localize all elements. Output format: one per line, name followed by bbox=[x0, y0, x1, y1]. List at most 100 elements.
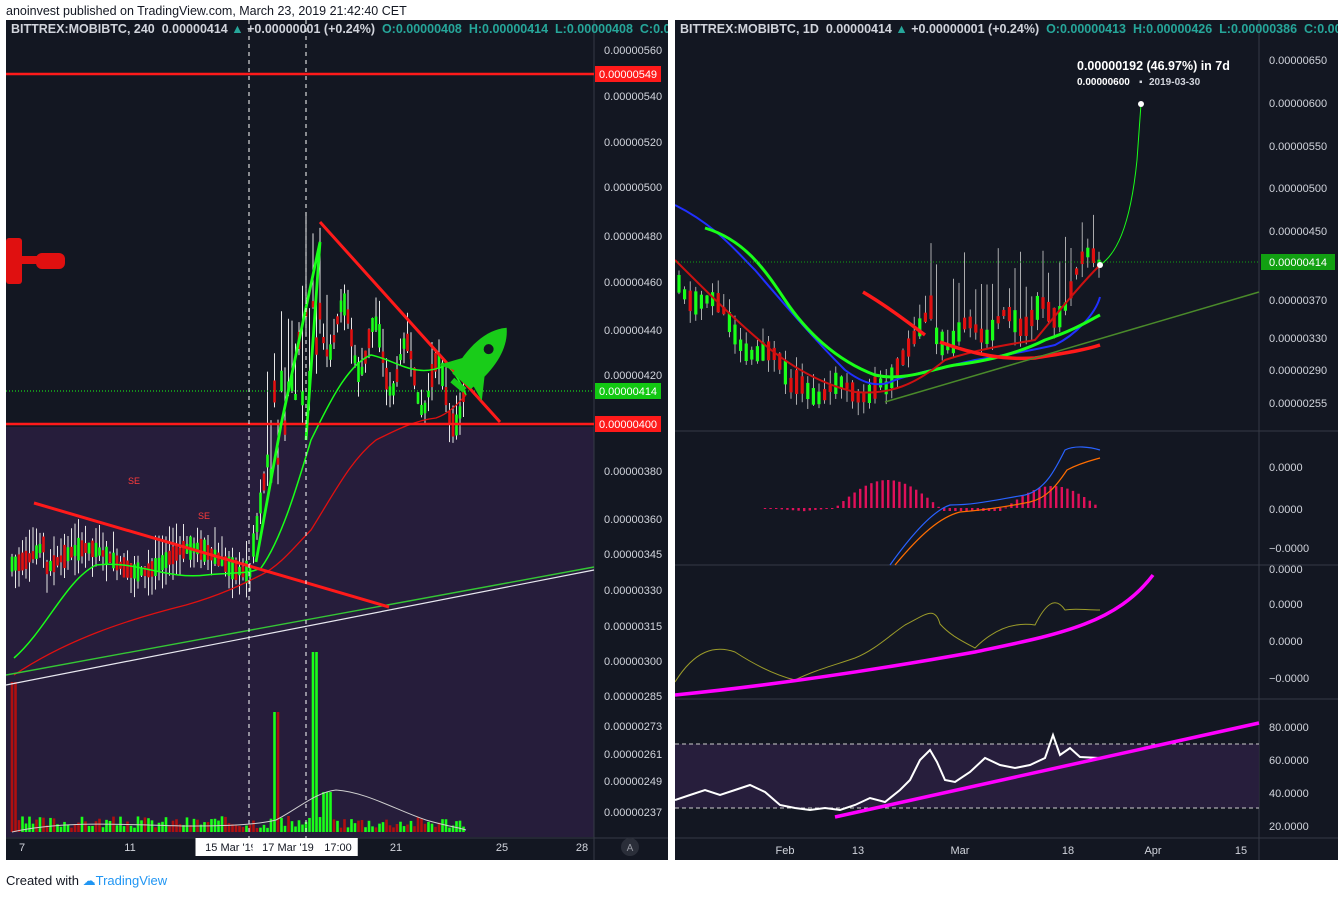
left-volume-bar bbox=[171, 820, 175, 832]
left-volume-bar bbox=[318, 817, 322, 832]
author-link[interactable]: anoinvest bbox=[6, 4, 60, 18]
rsi-tick: 20.0000 bbox=[1269, 821, 1309, 833]
left-volume-bar bbox=[10, 682, 14, 832]
left-volume-bar bbox=[308, 817, 311, 832]
left-candle-body bbox=[231, 557, 234, 580]
left-candle-body bbox=[241, 566, 245, 578]
left-volume-bar bbox=[276, 712, 280, 832]
right-candle-body bbox=[1024, 316, 1028, 336]
left-chart-panel[interactable]: SE SE 0.00000560 0.00000540 0.00000520 0.00… bbox=[6, 20, 668, 860]
left-candle-body bbox=[129, 563, 133, 578]
right-candle-body bbox=[1013, 310, 1017, 333]
left-candle-body bbox=[168, 550, 171, 565]
macd-histogram-bar bbox=[1032, 490, 1035, 508]
right-candle-body bbox=[677, 274, 681, 293]
left-support-line-white bbox=[6, 569, 595, 686]
right-ma-green bbox=[704, 226, 1101, 379]
svg-text:A[interactable]: A bbox=[627, 843, 634, 854]
left-chart-canvas[interactable]: SE SE 0.00000560 0.00000540 0.00000520 0.00… bbox=[6, 20, 668, 860]
right-ma-blue bbox=[675, 204, 1101, 386]
left-candle-body bbox=[353, 355, 357, 364]
macd-histogram-bar bbox=[909, 486, 912, 508]
left-volume-bar bbox=[24, 823, 28, 832]
left-candle-body bbox=[77, 537, 80, 561]
left-candle-body bbox=[427, 390, 430, 398]
right-price-tick: 0.00000600 bbox=[1269, 98, 1327, 110]
left-candle-body bbox=[406, 333, 409, 352]
left-candle-body bbox=[234, 559, 238, 581]
sell-marker: SE bbox=[198, 511, 210, 521]
macd-histogram-bar bbox=[836, 505, 839, 508]
left-volume-bar bbox=[434, 826, 437, 832]
left-price-tick: 0.00000345 bbox=[604, 549, 662, 561]
macd-histogram-bar bbox=[898, 481, 901, 508]
left-price-tick: 0.00000460 bbox=[604, 277, 662, 289]
left-candle-body bbox=[21, 552, 24, 571]
macd-histogram-bar bbox=[1077, 493, 1080, 508]
rsi-tick: 40.0000 bbox=[1269, 788, 1309, 800]
macd-histogram-bar bbox=[903, 483, 907, 508]
left-volume-bar bbox=[374, 827, 378, 832]
footer: Created with ☁TradingView bbox=[6, 873, 167, 889]
left-volume-bar bbox=[413, 826, 416, 832]
right-candle-body bbox=[879, 378, 883, 388]
macd-histogram-bar bbox=[987, 508, 991, 511]
left-volume-bar bbox=[52, 818, 56, 832]
right-chart-panel[interactable]: 0.00000192 (46.97%) in 7d 0.00000600 201… bbox=[675, 20, 1338, 860]
left-candle-body bbox=[339, 300, 343, 313]
auto-scale-button[interactable] bbox=[621, 838, 639, 856]
rsi-trendline bbox=[834, 721, 1260, 819]
left-volume-bar bbox=[115, 825, 119, 832]
macd-histogram-bar bbox=[797, 508, 800, 511]
left-volume-bar bbox=[234, 824, 238, 832]
left-time-highlight bbox=[318, 838, 358, 856]
right-candle-body bbox=[957, 322, 961, 342]
left-volume-bar bbox=[185, 817, 189, 832]
macd-histogram-bar bbox=[803, 508, 806, 512]
right-time-label: 15 bbox=[1235, 845, 1247, 857]
left-candle-body bbox=[444, 386, 448, 406]
left-volume-bar bbox=[458, 820, 462, 832]
left-candle-body bbox=[252, 533, 255, 557]
left-candle-body bbox=[441, 362, 444, 387]
left-volume-bar bbox=[66, 824, 70, 832]
macd-histogram-bar bbox=[931, 502, 935, 508]
right-candle-body bbox=[688, 290, 692, 312]
left-volume-bar bbox=[262, 824, 266, 832]
right-candle-body bbox=[767, 341, 771, 361]
tradingview-link[interactable]: TradingView bbox=[95, 873, 168, 888]
macd-histogram-bar bbox=[791, 508, 795, 511]
left-candle-body bbox=[157, 557, 161, 573]
left-volume-bar bbox=[409, 820, 413, 832]
left-ma-red bbox=[13, 394, 467, 676]
left-volume-bar bbox=[101, 827, 105, 832]
left-candle-body bbox=[87, 542, 91, 554]
right-candle-body bbox=[1030, 309, 1034, 327]
macd-histogram-bar bbox=[1060, 487, 1063, 508]
osc-tick: −0.0000 bbox=[1269, 673, 1309, 685]
left-volume-bar bbox=[70, 827, 73, 832]
right-candle-body bbox=[996, 316, 1000, 324]
left-candle-body bbox=[343, 293, 346, 316]
left-volume-bar bbox=[269, 818, 273, 832]
left-volume-bar bbox=[227, 823, 231, 832]
left-volume-bar bbox=[14, 682, 17, 832]
right-candle-body bbox=[935, 327, 939, 345]
left-volume-bar bbox=[129, 825, 133, 832]
macd-histogram-bar bbox=[775, 508, 778, 509]
macd-histogram-bar bbox=[842, 501, 845, 508]
left-pump-zigzag bbox=[254, 241, 322, 563]
tag-right-414: 0.00000414 bbox=[1261, 254, 1335, 270]
left-volume-bar bbox=[259, 827, 262, 832]
right-candle-body bbox=[783, 360, 787, 385]
right-price-tick: 0.00000290 bbox=[1269, 365, 1327, 377]
left-volume-bar bbox=[133, 827, 136, 832]
left-candle-body bbox=[395, 369, 399, 383]
left-volume-bar bbox=[360, 820, 364, 832]
right-chart-canvas[interactable]: 0.00000192 (46.97%) in 7d 0.00000600 201… bbox=[675, 20, 1338, 860]
left-time-highlight bbox=[252, 838, 324, 856]
left-candle-body bbox=[378, 324, 381, 348]
left-time-label: 17:00 bbox=[324, 842, 352, 854]
right-candle-body bbox=[923, 312, 927, 322]
left-price-tick: 0.00000360 bbox=[604, 514, 662, 526]
